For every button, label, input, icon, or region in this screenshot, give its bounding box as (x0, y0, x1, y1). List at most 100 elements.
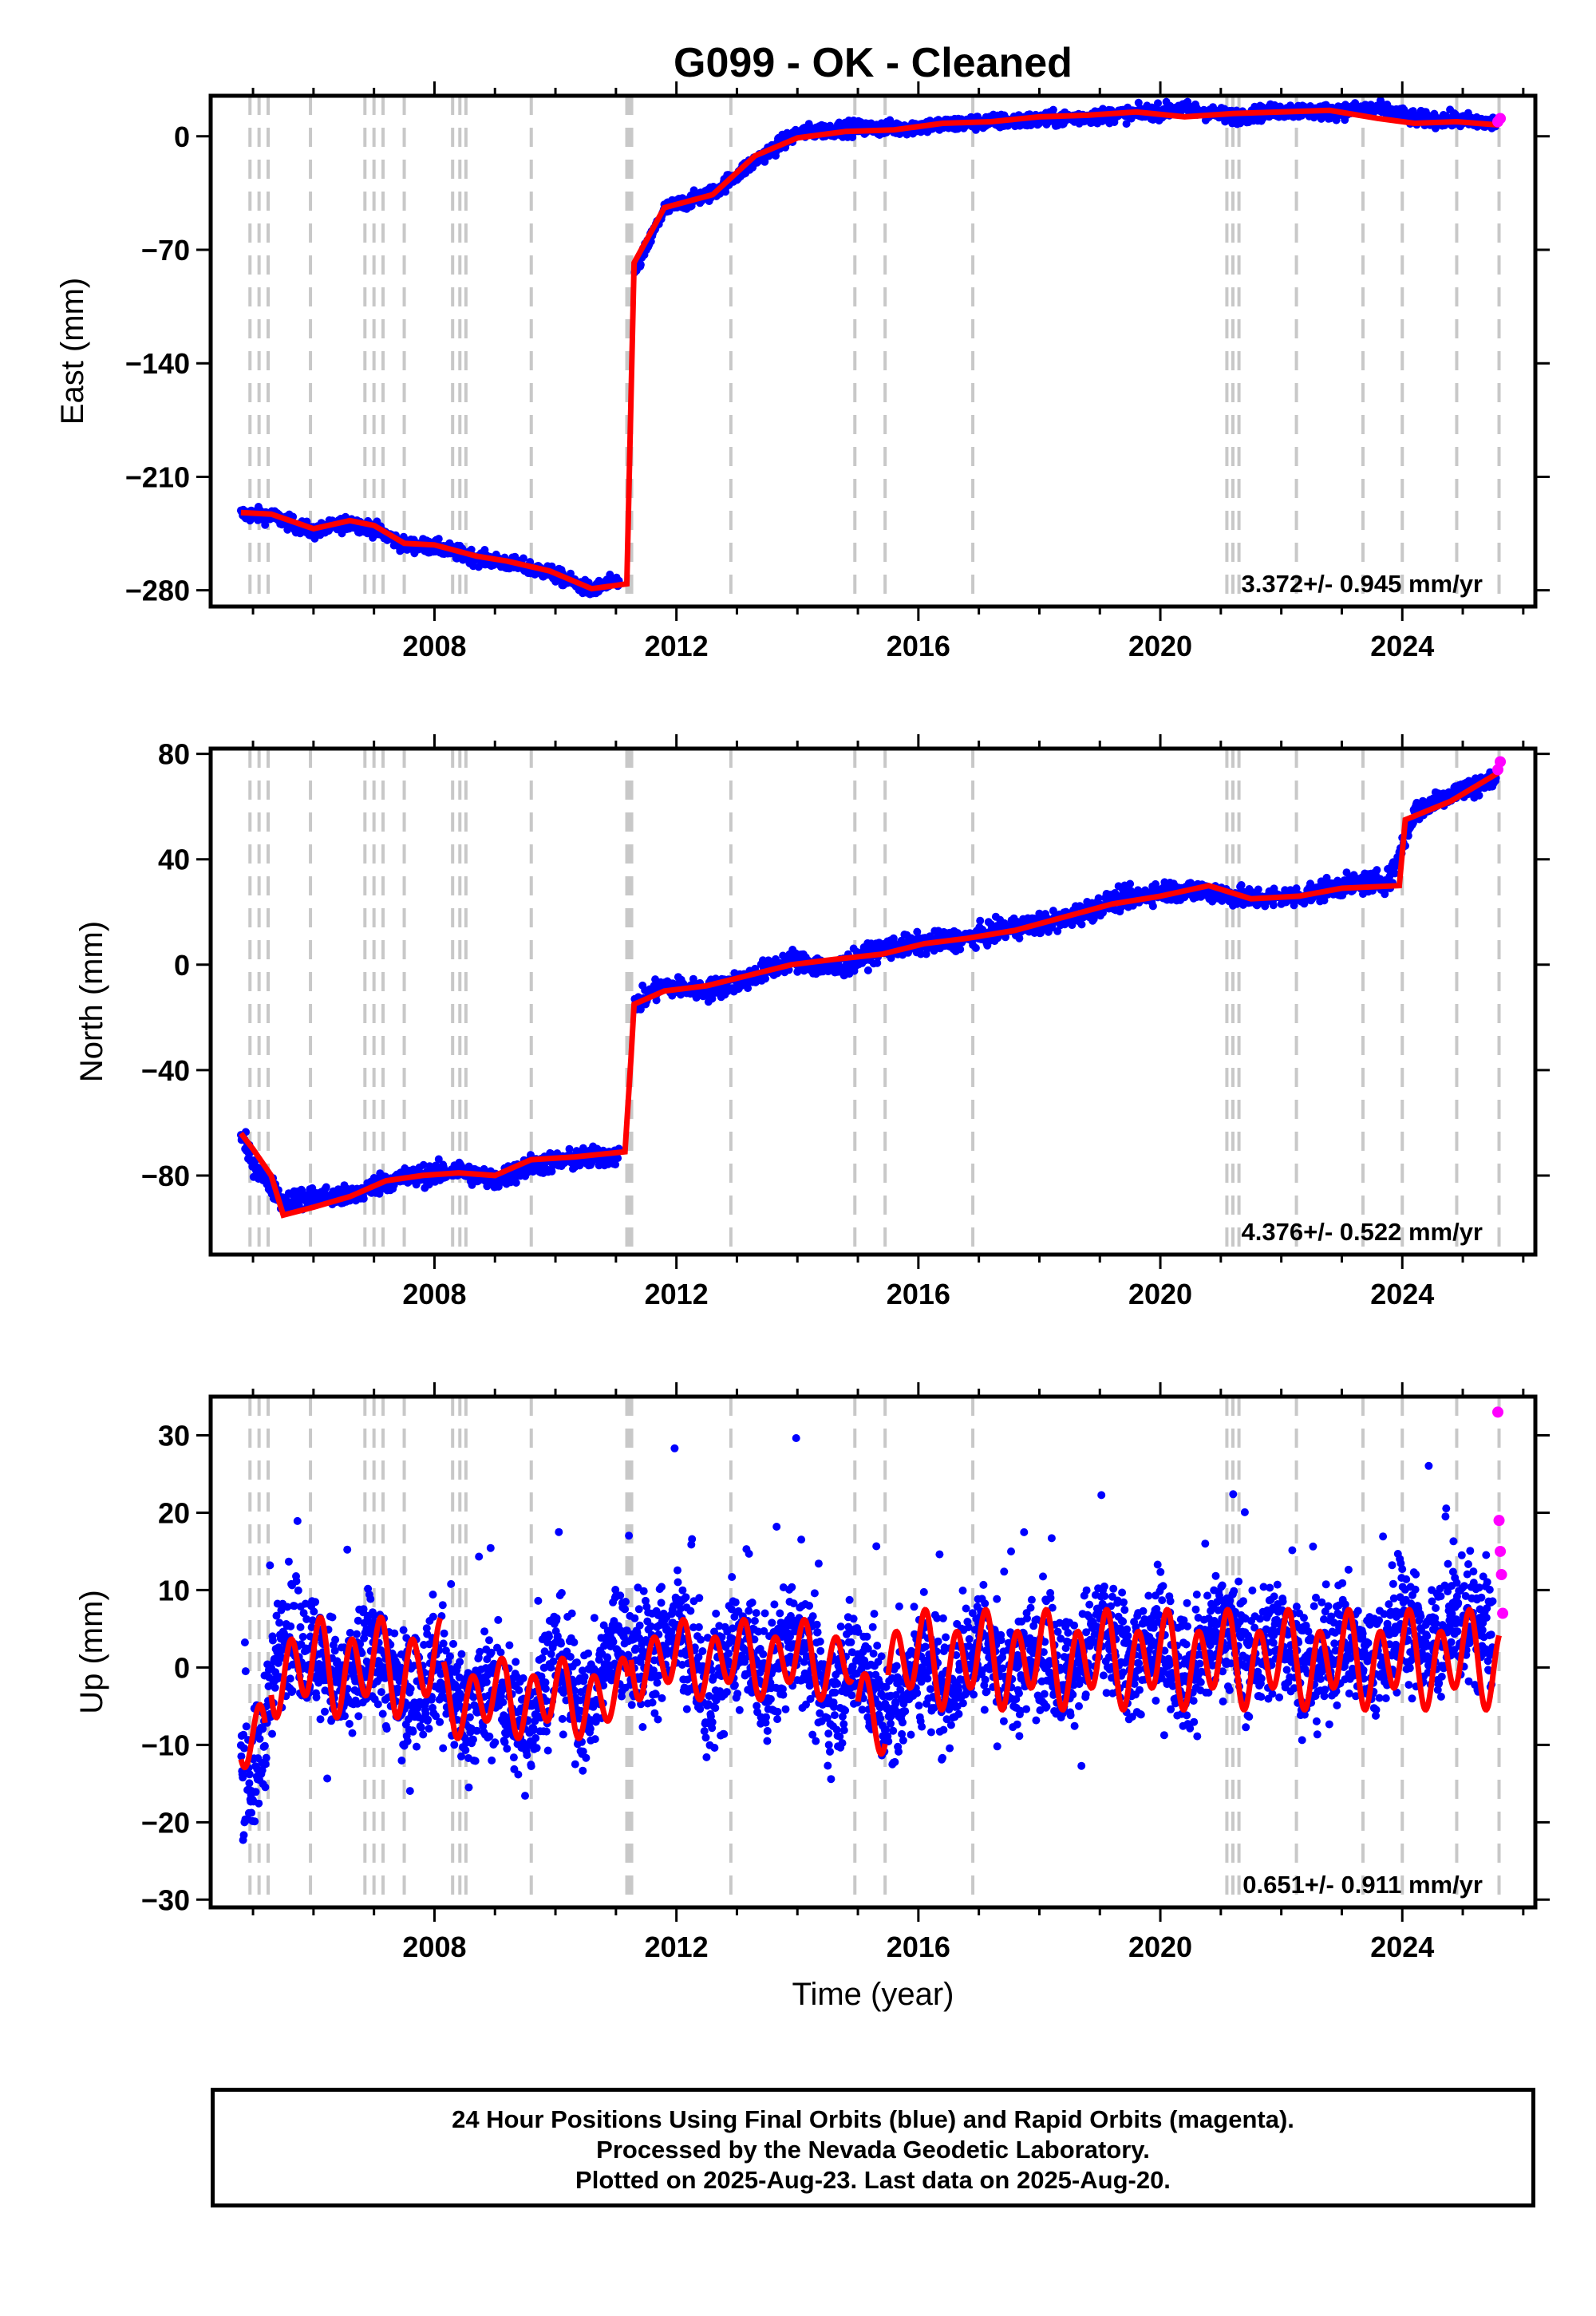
final-orbit-point (976, 916, 985, 925)
final-orbit-point (436, 1717, 444, 1726)
x-tick-label: 2008 (402, 630, 466, 662)
rapid-orbit-point (1495, 756, 1507, 768)
final-orbit-point (417, 1723, 425, 1732)
y-tick-label: 0 (174, 121, 190, 153)
final-orbit-point (406, 1685, 415, 1693)
final-orbit-point (271, 1683, 279, 1692)
final-orbit-point (405, 1787, 414, 1796)
final-orbit-point (292, 1577, 301, 1586)
final-orbit-point (261, 520, 270, 529)
final-orbit-point (390, 1629, 399, 1638)
y-tick-label: 40 (158, 844, 190, 876)
final-orbit-point (348, 1729, 357, 1737)
final-orbit-point (438, 1601, 447, 1610)
final-orbit-point (294, 1586, 302, 1595)
final-orbit-point (245, 1770, 254, 1779)
final-orbit-point (328, 1613, 337, 1622)
rate-label: 4.376+/- 0.522 mm/yr (1242, 1218, 1483, 1246)
x-tick-label: 2024 (1370, 630, 1434, 662)
plot-frame (208, 93, 1538, 609)
final-orbit-point (445, 1652, 454, 1661)
final-orbit-point (399, 1626, 408, 1634)
model-curve (240, 107, 1499, 592)
final-orbit-point (261, 1783, 270, 1792)
final-orbit-point (316, 1715, 325, 1724)
final-orbit-point (240, 1638, 249, 1646)
east-panel: 2008 2012 2016 2020 20240−70−140−210−280East… (55, 81, 1550, 662)
final-orbit-point (366, 1595, 375, 1603)
final-orbit-point (293, 1516, 302, 1525)
final-orbit-point (245, 1779, 254, 1788)
final-orbit-point (266, 1561, 275, 1570)
y-axis-label: East (mm) (55, 278, 90, 425)
final-orbit-point (512, 1179, 520, 1187)
final-orbit-point (260, 1741, 269, 1750)
final-orbit-point (377, 1688, 385, 1697)
final-orbit-points (236, 96, 1500, 599)
y-tick-label: −80 (141, 1160, 190, 1192)
final-orbit-point (353, 1630, 361, 1638)
final-orbit-point (378, 1709, 387, 1718)
final-orbit-point (311, 1598, 320, 1607)
y-tick-label: −140 (125, 347, 190, 380)
final-orbit-point (519, 554, 527, 563)
x-tick-label: 2016 (887, 630, 950, 662)
final-orbit-point (275, 1618, 284, 1627)
final-orbit-point (321, 1707, 329, 1716)
final-orbit-point (457, 1650, 466, 1658)
final-orbit-point (447, 1579, 456, 1588)
final-orbit-points (236, 1434, 1497, 1844)
final-orbit-point (323, 1774, 332, 1783)
final-orbit-point (237, 1752, 246, 1761)
final-orbit-point (450, 1741, 459, 1749)
final-orbit-point (286, 1674, 294, 1683)
final-orbit-point (429, 1591, 437, 1599)
rapid-orbit-point (1495, 113, 1507, 124)
y-tick-label: −210 (125, 460, 190, 493)
final-orbit-point (456, 1658, 464, 1666)
final-orbit-point (439, 1744, 448, 1753)
final-orbit-point (403, 1737, 412, 1745)
final-orbit-point (1148, 902, 1157, 911)
final-orbit-point (262, 1753, 271, 1762)
y-tick-label: −40 (141, 1054, 190, 1087)
final-orbit-point (1049, 105, 1057, 114)
final-orbit-point (461, 1746, 470, 1754)
final-orbit-point (1126, 879, 1135, 888)
final-orbit-point (359, 1605, 368, 1614)
final-orbit-point (475, 1552, 484, 1561)
final-orbit-point (341, 1712, 349, 1721)
final-orbit-point (255, 1734, 264, 1743)
x-tick-label: 2020 (1128, 630, 1192, 662)
final-orbit-point (424, 1715, 433, 1724)
final-orbit-point (863, 966, 872, 974)
final-orbit-point (425, 1725, 433, 1733)
final-orbit-point (1475, 791, 1483, 800)
final-orbit-point (465, 1713, 474, 1721)
final-orbit-point (1077, 920, 1086, 929)
final-orbit-point (761, 974, 770, 983)
rate-label: 3.372+/- 0.945 mm/yr (1242, 570, 1483, 598)
final-orbit-point (956, 945, 965, 954)
final-orbit-point (284, 1557, 293, 1566)
x-tick-label: 2020 (1128, 1278, 1192, 1310)
final-orbit-point (689, 186, 698, 195)
final-orbit-point (268, 1729, 276, 1738)
model-curve (239, 769, 1501, 1219)
final-orbit-point (242, 1722, 251, 1731)
final-orbit-point (268, 1636, 277, 1645)
final-orbit-point (397, 1757, 406, 1765)
final-orbit-point (373, 1700, 382, 1709)
final-orbit-point (298, 1633, 307, 1641)
final-orbit-point (251, 1817, 259, 1826)
final-orbit-point (312, 1693, 321, 1701)
final-orbit-point (288, 1686, 297, 1695)
final-orbit-point (310, 1607, 318, 1616)
x-tick-label: 2016 (887, 1278, 950, 1310)
final-orbit-point (1373, 866, 1381, 875)
final-orbit-points (236, 768, 1500, 1215)
final-orbit-point (322, 1183, 330, 1192)
final-orbit-point (286, 1622, 295, 1630)
